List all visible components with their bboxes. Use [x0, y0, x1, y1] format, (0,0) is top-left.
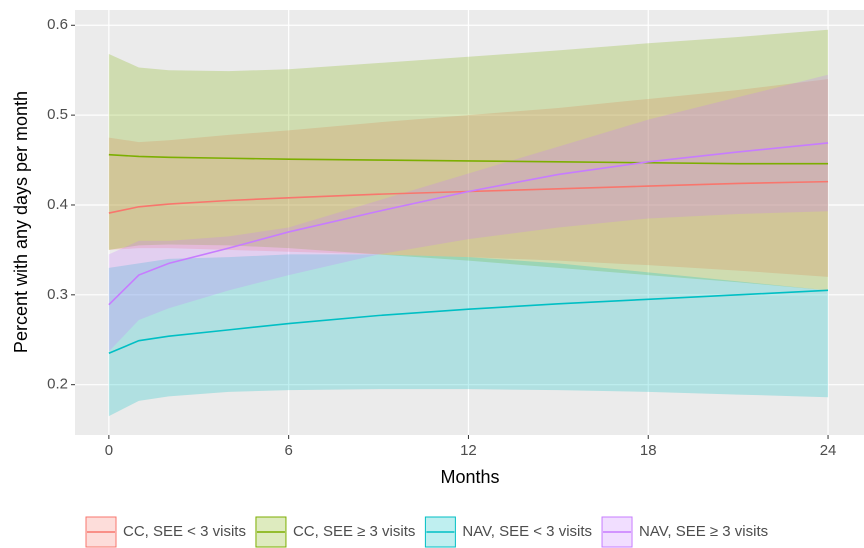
- x-tick-label: 0: [105, 442, 113, 459]
- legend-label: NAV, SEE < 3 visits: [462, 523, 592, 540]
- y-tick-label: 0.6: [47, 16, 68, 33]
- line: [108, 180, 829, 214]
- legend-label: CC, SEE ≥ 3 visits: [293, 523, 415, 540]
- confidence-ribbon: [108, 254, 829, 417]
- confidence-ribbon: [108, 29, 829, 291]
- y-tick-label: 0.5: [47, 106, 68, 123]
- y-axis-title: Percent with any days per month: [11, 91, 31, 353]
- panel: [75, 10, 864, 435]
- y-tick-label: 0.2: [47, 376, 68, 393]
- x-tick-label: 18: [640, 442, 657, 459]
- confidence-ribbon: [108, 79, 829, 277]
- confidence-ribbon: [108, 74, 829, 352]
- legend-label: NAV, SEE ≥ 3 visits: [639, 523, 768, 540]
- line: [108, 289, 829, 354]
- x-axis-title: Months: [440, 467, 499, 487]
- line: [108, 142, 829, 306]
- y-tick-label: 0.4: [47, 196, 68, 213]
- legend-label: CC, SEE < 3 visits: [123, 523, 246, 540]
- x-tick-label: 12: [460, 442, 477, 459]
- y-tick-label: 0.3: [47, 286, 68, 303]
- x-tick-label: 6: [284, 442, 292, 459]
- line: [108, 153, 829, 165]
- x-tick-label: 24: [820, 442, 837, 459]
